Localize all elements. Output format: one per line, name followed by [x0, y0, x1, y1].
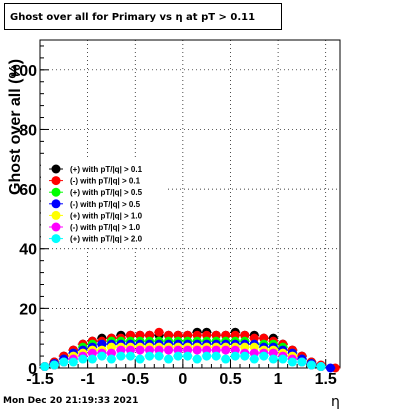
legend-label: (-) with pT/|q| > 1.0 — [70, 223, 141, 232]
y-tick-label: 0 — [28, 361, 37, 378]
data-point — [135, 345, 145, 355]
data-point — [135, 354, 145, 364]
data-point — [40, 362, 50, 372]
data-point — [249, 354, 259, 364]
data-point — [316, 362, 326, 372]
legend-marker — [51, 222, 61, 232]
data-point — [240, 351, 250, 361]
axes: -1.5 -1 -0.5 0 0.5 1 1.5 0 20 40 60 80 100 — [10, 45, 337, 388]
data-point — [68, 357, 78, 367]
legend-label: (+) with pT/|q| > 0.1 — [70, 165, 143, 174]
data-point — [97, 351, 107, 361]
y-tick-label: 100 — [10, 63, 37, 80]
data-point — [278, 354, 288, 364]
data-point — [78, 354, 88, 364]
data-point — [87, 354, 97, 364]
y-axis-label: Ghost over all (%) — [7, 59, 24, 195]
data-point — [164, 345, 174, 355]
y-tick-label: 40 — [19, 242, 37, 259]
legend-marker — [51, 210, 61, 220]
data-point — [173, 351, 183, 361]
data-point — [154, 327, 164, 337]
legend-marker — [51, 176, 61, 186]
data-point — [106, 354, 116, 364]
legend-label: (+) with pT/|q| > 0.5 — [70, 188, 143, 197]
legend-box — [41, 160, 166, 246]
data-point — [164, 354, 174, 364]
data-point — [145, 351, 155, 361]
data-point — [202, 351, 212, 361]
y-tick-label: 20 — [19, 301, 37, 318]
legend-marker — [51, 164, 61, 174]
data-point — [192, 354, 202, 364]
x-tick-label: 0 — [178, 371, 187, 388]
y-tick-label: 60 — [19, 182, 37, 199]
x-tick-label: -1 — [81, 371, 95, 388]
legend-label: (-) with pT/|q| > 0.5 — [70, 200, 141, 209]
data-point — [59, 357, 69, 367]
legend-label: (+) with pT/|q| > 2.0 — [70, 235, 143, 244]
legend: (+) with pT/|q| > 0.1 (-) with pT/|q| > 0… — [41, 160, 166, 246]
legend-marker — [51, 187, 61, 197]
data-point — [268, 354, 278, 364]
data-point — [192, 345, 202, 355]
y-tick-label: 80 — [19, 122, 37, 139]
data-point — [259, 351, 269, 361]
x-axis-label: η — [331, 394, 340, 409]
data-point — [221, 345, 231, 355]
data-points — [39, 327, 341, 373]
data-point — [183, 351, 193, 361]
data-point — [306, 360, 316, 370]
data-point — [154, 351, 164, 361]
data-point — [125, 351, 135, 361]
data-point — [49, 360, 59, 370]
x-tick-label: 1.5 — [315, 371, 337, 388]
x-tick-label: 0.5 — [219, 371, 241, 388]
legend-label: (-) with pT/|q| > 0.1 — [70, 177, 141, 186]
timestamp: Mon Dec 20 21:19:33 2021 — [3, 396, 139, 406]
x-tick-label: -0.5 — [121, 371, 149, 388]
data-point — [325, 363, 335, 373]
x-tick-label: -1.5 — [26, 371, 54, 388]
legend-label: (+) with pT/|q| > 1.0 — [70, 211, 143, 220]
data-point — [211, 351, 221, 361]
chart-title: Ghost over all for Primary vs η at pT > … — [4, 3, 282, 30]
plot-frame — [39, 39, 341, 369]
legend-marker — [51, 199, 61, 209]
data-point — [221, 354, 231, 364]
data-point — [287, 357, 297, 367]
x-tick-label: 1 — [274, 371, 283, 388]
legend-marker — [51, 234, 61, 244]
data-point — [230, 351, 240, 361]
data-point — [116, 351, 126, 361]
data-point — [297, 357, 307, 367]
